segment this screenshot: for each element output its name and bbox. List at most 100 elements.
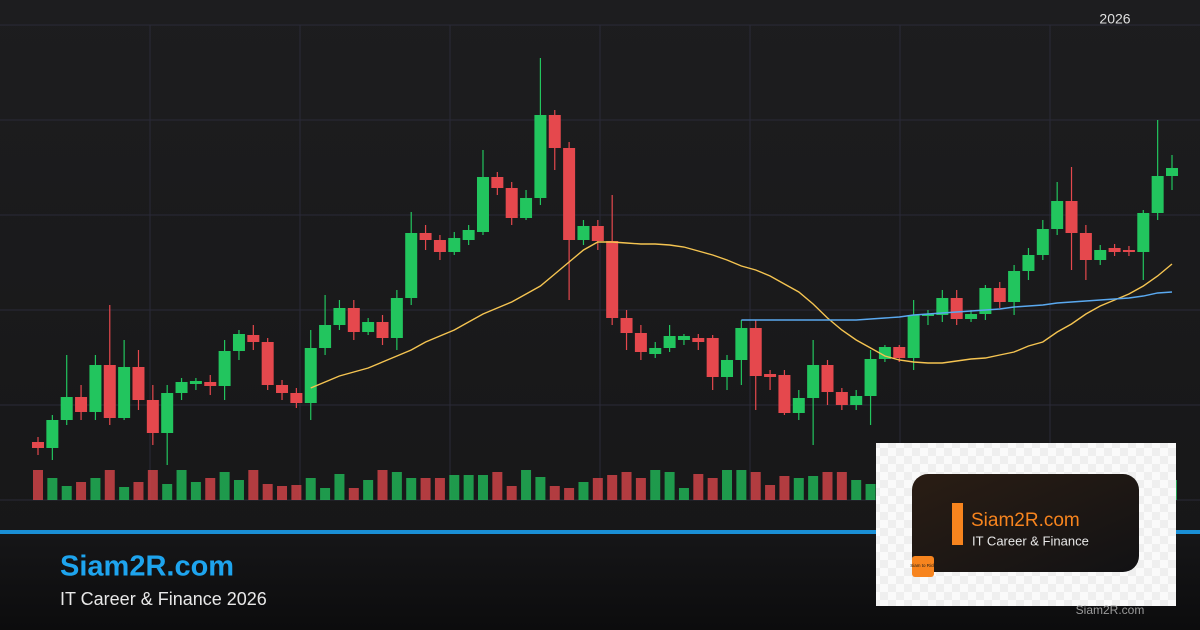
volume-bar [449, 475, 460, 500]
candle-body [677, 336, 690, 340]
volume-bar [477, 475, 488, 500]
volume-bar [320, 488, 331, 500]
candle-body [706, 338, 719, 377]
volume-bar [76, 482, 87, 500]
candle-body [864, 359, 877, 396]
candle-body [620, 318, 633, 333]
volume-bar [822, 472, 833, 500]
volume-bar [722, 470, 733, 500]
volume-bar [635, 478, 646, 500]
candle-body [1065, 201, 1078, 233]
candle-body [390, 298, 403, 338]
candle-body [232, 334, 245, 351]
candle-body [1137, 213, 1150, 252]
volume-bar [33, 470, 43, 500]
candle-body [649, 348, 662, 354]
candle-body [491, 177, 504, 188]
candle-body [950, 298, 963, 319]
candle-body [878, 347, 891, 359]
candle-body [161, 393, 174, 433]
volume-bar [607, 475, 618, 500]
moving-average [741, 291, 1173, 321]
year-annotation: 2026 [1099, 11, 1130, 27]
volume-bar [678, 488, 689, 500]
volume-bar [592, 478, 603, 500]
candle-body [921, 314, 934, 316]
volume-bar [334, 474, 345, 500]
volume-bar [492, 472, 503, 500]
candle-body [764, 374, 777, 377]
candle-body [591, 226, 604, 241]
volume-bar [779, 476, 790, 500]
candle-body [821, 365, 834, 392]
vertical-grid [149, 25, 1051, 500]
candle-body [1079, 233, 1092, 260]
card-tagline: IT Career & Finance [972, 533, 1089, 548]
volume-bar [262, 484, 273, 500]
candle-body [204, 382, 217, 386]
candle-body [563, 148, 576, 240]
volume-bar [162, 484, 173, 500]
volume-bar [219, 472, 230, 500]
candle-body [476, 177, 489, 232]
candle-body [634, 333, 647, 352]
volume-bar [61, 486, 72, 500]
candle-body [1022, 255, 1035, 271]
candle-body [433, 240, 446, 252]
volume-bar [707, 478, 718, 500]
volume-bar [621, 472, 632, 500]
volume-bar [176, 470, 187, 500]
volume-bar [463, 475, 474, 500]
candle-body [419, 233, 432, 240]
volume-bar [535, 477, 546, 500]
candle-body [462, 230, 475, 240]
candle-body [850, 396, 863, 405]
volume-bar [506, 486, 517, 500]
volume-bar [133, 482, 144, 500]
volume-bar [664, 472, 675, 500]
volume-bar [190, 482, 201, 500]
candle-body [376, 322, 389, 338]
candle-body [893, 347, 906, 358]
candle-body [993, 288, 1006, 302]
volume-bar [736, 470, 747, 500]
candle-body [247, 335, 260, 342]
candle-body [362, 322, 375, 332]
candle-body [60, 397, 73, 420]
candle-body [304, 348, 317, 403]
candle-body [1151, 176, 1164, 213]
volume-bar [205, 478, 216, 500]
candle-body [548, 115, 561, 148]
candle-body [1166, 168, 1178, 176]
tagline: IT Career & Finance 2026 [60, 589, 267, 609]
volume-bar [363, 480, 374, 500]
candle-body [405, 233, 418, 298]
volume-bar [851, 480, 862, 500]
candle-body [1036, 229, 1049, 255]
volume-bar [406, 478, 417, 500]
volume-bar [90, 478, 101, 500]
candle-body [1122, 250, 1135, 252]
candle-body [778, 375, 791, 413]
candle-body [749, 328, 762, 376]
candle-body [692, 338, 705, 342]
candle-body [319, 325, 332, 348]
candle-body [175, 382, 188, 393]
brand-card: Siam2R.com IT Career & Finance Siam to R… [876, 443, 1176, 617]
watermark: Siam2R.com [1076, 603, 1145, 617]
candle-body [792, 398, 805, 413]
volume-bar [750, 472, 761, 500]
candle-body [103, 365, 116, 418]
volume-bar [147, 470, 158, 500]
volume-bar [305, 478, 316, 500]
candle-body [936, 298, 949, 315]
card-site: Siam2R.com [971, 510, 1080, 531]
candle-body [520, 198, 533, 218]
candle-body [534, 115, 547, 198]
logo [912, 556, 934, 577]
volume-bar [765, 485, 776, 500]
moving-average [310, 241, 1173, 389]
candle-body [46, 420, 59, 448]
candle-body [577, 226, 590, 240]
volume-bar [808, 476, 819, 500]
